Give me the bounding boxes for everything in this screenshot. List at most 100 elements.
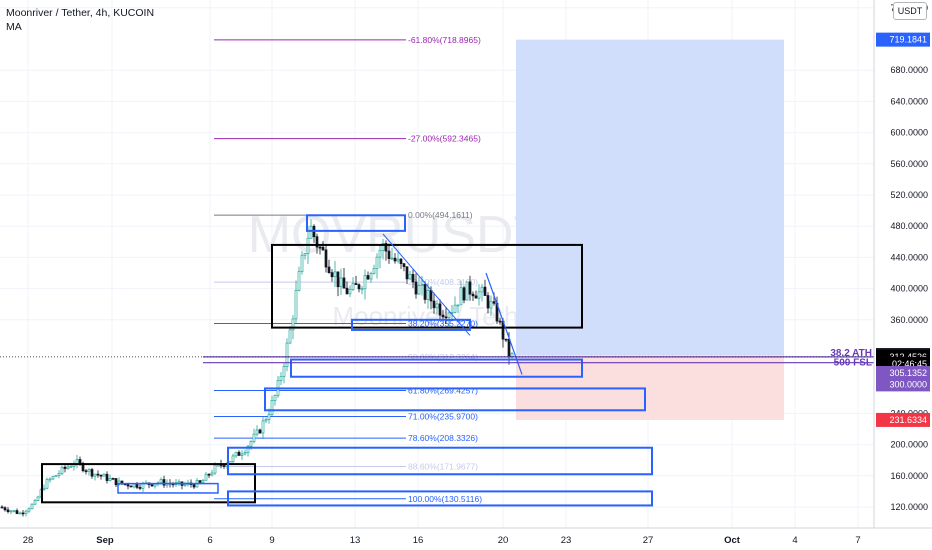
candle-body (246, 445, 250, 453)
price-tick-label: 400.0000 (890, 284, 928, 294)
candle-body (192, 484, 196, 488)
candle-body (78, 459, 82, 464)
candle-body (255, 429, 259, 435)
chart-legend: Moonriver / Tether, 4h, KUCOIN MA (6, 6, 154, 34)
price-label-text: 305.1352 (889, 368, 927, 378)
candle-body (300, 254, 304, 272)
time-tick-label: 7 (855, 535, 860, 546)
candle-body (60, 466, 64, 474)
candle-body (369, 273, 373, 280)
candle-body (456, 304, 460, 307)
time-tick-label: 4 (792, 535, 797, 546)
candle-body (474, 295, 478, 299)
candle-body (477, 291, 481, 299)
candle-body (336, 271, 340, 288)
candle-body (42, 487, 46, 491)
candle-body (126, 483, 130, 487)
candle-body (33, 500, 37, 505)
price-label-badge (876, 377, 930, 392)
candle-body (234, 451, 238, 457)
candle-body (273, 395, 277, 401)
candle-body (267, 414, 271, 420)
candle-body (354, 283, 358, 285)
time-tick-label: 23 (561, 535, 572, 546)
candle-body (177, 481, 181, 484)
fib-level-label: 88.60%(171.9677) (408, 461, 478, 471)
candle-body (507, 338, 511, 357)
candle-body (465, 281, 469, 301)
candle-body (135, 483, 139, 488)
price-label-badge (876, 412, 930, 427)
price-label-badge (876, 32, 930, 47)
time-tick-label: Oct (724, 535, 741, 546)
fib-level-label: 23.60%(408.3100) (408, 277, 478, 287)
candle-body (363, 275, 367, 290)
candle-body (438, 303, 442, 316)
candle-body (0, 506, 4, 509)
candle-body (54, 475, 58, 477)
candle-body (288, 329, 292, 344)
candle-body (69, 466, 73, 468)
time-tick-label: 6 (207, 535, 212, 546)
candle-body (444, 316, 448, 319)
candle-body (93, 473, 97, 477)
candle-body (399, 258, 403, 265)
candle-body (264, 419, 268, 422)
candle-body (390, 257, 394, 260)
currency-unit-button[interactable]: USDT (893, 2, 927, 20)
candle-body (114, 478, 118, 486)
candle-body (405, 266, 409, 280)
candle-body (102, 473, 106, 477)
candle-body (153, 483, 157, 487)
fib-level-label: 0.00%(494.1611) (408, 210, 473, 220)
candle-body (243, 452, 247, 455)
price-label-text: 02:46:45 (892, 359, 927, 369)
price-label-text: 231.6334 (889, 415, 927, 425)
candle-body (327, 266, 331, 273)
time-tick-label: Sep (96, 535, 114, 546)
price-label-text: 300.0000 (889, 379, 927, 389)
price-tick-label: 520.0000 (890, 190, 928, 200)
candle-body (30, 503, 34, 510)
candle-body (207, 473, 211, 476)
candle-body (213, 464, 217, 474)
candle-body (486, 295, 490, 309)
consolidation-box-lower (41, 463, 256, 504)
candle-body (258, 429, 262, 434)
candle-body (489, 301, 493, 309)
candle-body (162, 479, 166, 486)
candle-body (441, 314, 445, 318)
candle-body (48, 478, 52, 481)
price-label-badge (876, 365, 930, 380)
candle-body (447, 312, 451, 318)
candle-body (237, 451, 241, 456)
candle-body (99, 474, 103, 477)
candle-body (210, 472, 214, 476)
demand-zone-box (227, 490, 653, 507)
candle-body (294, 290, 298, 320)
demand-zone-box (117, 482, 219, 494)
candle-body (204, 473, 208, 481)
candle-body (426, 289, 430, 300)
candle-body (498, 320, 502, 323)
candle-body (111, 478, 115, 480)
candle-body (21, 512, 25, 515)
candle-body (183, 484, 187, 486)
candle-body (468, 281, 472, 295)
price-tick-label: 160.0000 (890, 471, 928, 481)
candle-body (471, 293, 475, 297)
symbol-title[interactable]: Moonriver / Tether, 4h, KUCOIN (6, 7, 155, 19)
price-tick-label: 480.0000 (890, 221, 928, 231)
candle-body (360, 288, 364, 291)
fib-level-label: -27.00%(592.3465) (408, 134, 481, 144)
candle-body (291, 318, 295, 331)
candle-body (84, 470, 88, 473)
candle-body (381, 243, 385, 251)
candle-body (432, 300, 436, 309)
candle-body (270, 400, 274, 415)
candle-body (36, 496, 40, 501)
candle-body (240, 453, 244, 456)
candle-body (375, 256, 379, 270)
indicator-ma[interactable]: MA (6, 21, 22, 33)
